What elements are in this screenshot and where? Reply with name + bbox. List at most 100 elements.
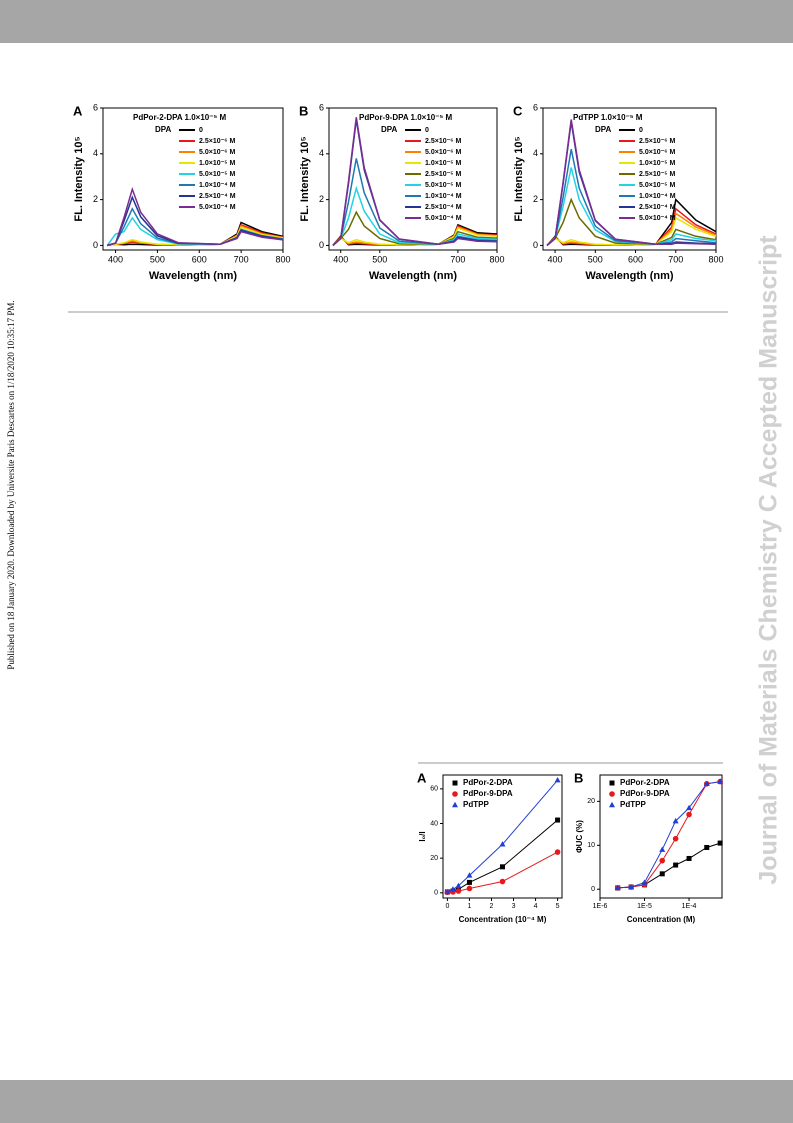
panel-label: B bbox=[574, 770, 583, 785]
legend-entry: PdPor-9-DPA bbox=[463, 789, 513, 798]
y-tick-label: 4 bbox=[319, 148, 324, 158]
side-note: Published on 18 January 2020. Downloaded… bbox=[6, 300, 16, 669]
point bbox=[659, 846, 666, 852]
legend-entry: 5.0×10⁻⁴ M bbox=[425, 215, 462, 222]
legend-marker bbox=[452, 801, 458, 808]
x-tick-label: 0 bbox=[445, 903, 449, 910]
legend-entry: PdTPP bbox=[620, 800, 646, 809]
point bbox=[717, 778, 724, 784]
spectrum-line bbox=[546, 216, 717, 246]
legend-marker bbox=[609, 791, 615, 797]
point bbox=[704, 844, 710, 850]
legend-entry: 2.5×10⁻⁵ M bbox=[639, 171, 676, 178]
point bbox=[686, 811, 692, 818]
point bbox=[641, 879, 648, 885]
y-tick-label: 20 bbox=[587, 798, 595, 805]
x-tick-label: 800 bbox=[489, 254, 504, 264]
legend-entry: 5.0×10⁻⁵ M bbox=[425, 182, 462, 189]
footer-bar bbox=[0, 1080, 793, 1123]
point bbox=[717, 840, 723, 846]
x-tick-label: 700 bbox=[450, 254, 465, 264]
legend-entry: 2.5×10⁻⁴ M bbox=[425, 204, 462, 211]
y-axis-label: FL. Intensity 10⁵ bbox=[73, 136, 85, 221]
x-axis-label: Concentration (M) bbox=[627, 915, 696, 924]
legend-marker bbox=[609, 801, 615, 808]
series-line bbox=[617, 781, 721, 889]
spectrum-line bbox=[332, 158, 498, 246]
legend-marker bbox=[452, 780, 458, 786]
x-tick-label: 600 bbox=[628, 254, 643, 264]
legend-entry: PdPor-9-DPA bbox=[620, 789, 670, 798]
x-axis-label: Wavelength (nm) bbox=[585, 270, 674, 282]
legend-entry: PdTPP bbox=[463, 800, 489, 809]
y-tick-label: 6 bbox=[319, 102, 324, 112]
x-tick-label: 500 bbox=[150, 254, 165, 264]
legend-title: PdTPP 1.0×10⁻⁵ M bbox=[573, 113, 643, 122]
point bbox=[466, 879, 472, 885]
point bbox=[554, 849, 561, 855]
legend-entry: 2.5×10⁻⁴ M bbox=[199, 193, 236, 200]
y-tick-label: 0 bbox=[434, 890, 438, 897]
x-tick-label: 400 bbox=[333, 254, 348, 264]
spectrum-line bbox=[107, 226, 284, 247]
panel-label: B bbox=[299, 103, 308, 118]
point bbox=[614, 884, 621, 891]
point bbox=[449, 886, 456, 892]
plot-frame bbox=[442, 774, 563, 899]
x-tick-label: 3 bbox=[512, 903, 516, 910]
legend-entry: 5.0×10⁻⁶ M bbox=[199, 149, 235, 156]
point bbox=[703, 780, 710, 786]
legend-entry: 1.0×10⁻⁴ M bbox=[425, 193, 462, 200]
x-tick-label: 500 bbox=[372, 254, 387, 264]
spectrum-line bbox=[546, 167, 717, 246]
y-tick-label: 4 bbox=[533, 148, 538, 158]
point bbox=[455, 882, 462, 889]
point bbox=[466, 872, 473, 878]
legend-entry: 0 bbox=[639, 127, 643, 134]
header-bar bbox=[0, 0, 793, 43]
legend-entry: 2.5×10⁻⁵ M bbox=[425, 171, 462, 178]
legend-marker bbox=[609, 780, 615, 786]
y-tick-label: 40 bbox=[430, 820, 438, 827]
point bbox=[554, 776, 561, 783]
x-axis-label: Concentration (10⁻⁴ M) bbox=[459, 915, 547, 924]
point bbox=[659, 871, 665, 877]
point bbox=[673, 862, 679, 868]
legend-entry: 5.0×10⁻⁴ M bbox=[199, 204, 236, 211]
x-tick-label: 1E-5 bbox=[637, 903, 652, 910]
plot-frame bbox=[328, 107, 498, 251]
spectrum-line bbox=[546, 149, 717, 246]
legend-entry: 5.0×10⁻⁴ M bbox=[639, 215, 676, 222]
spectrum-line bbox=[332, 227, 498, 246]
point bbox=[628, 883, 635, 890]
legend-marker bbox=[452, 791, 458, 797]
legend-entry: 1.0×10⁻⁵ M bbox=[639, 160, 676, 167]
legend-entry: 2.5×10⁻⁶ M bbox=[425, 138, 461, 145]
y-tick-label: 0 bbox=[319, 240, 324, 250]
spectrum-line bbox=[332, 117, 498, 246]
spectrum-line bbox=[332, 185, 498, 246]
x-axis-label: Wavelength (nm) bbox=[369, 270, 458, 282]
spectrum-line bbox=[546, 197, 717, 246]
point bbox=[686, 855, 692, 861]
spectrum-line bbox=[107, 195, 284, 247]
y-tick-label: 6 bbox=[93, 102, 98, 112]
legend-entry: PdPor-2-DPA bbox=[463, 778, 513, 787]
panel-label: C bbox=[513, 103, 523, 118]
legend-label: DPA bbox=[381, 125, 398, 134]
y-tick-label: 0 bbox=[533, 240, 538, 250]
x-tick-label: 800 bbox=[275, 254, 290, 264]
spectrum-line bbox=[107, 207, 284, 247]
x-tick-label: 500 bbox=[588, 254, 603, 264]
y-axis-label: FL. Intensity 10⁵ bbox=[299, 136, 311, 221]
point bbox=[672, 835, 679, 842]
x-tick-label: 400 bbox=[548, 254, 563, 264]
spectrum-line bbox=[332, 210, 498, 246]
point bbox=[672, 817, 679, 824]
point bbox=[555, 817, 561, 823]
y-tick-label: 4 bbox=[93, 148, 98, 158]
legend-entry: PdPor-2-DPA bbox=[620, 778, 670, 787]
legend-entry: 1.0×10⁻⁵ M bbox=[425, 160, 462, 167]
legend-entry: 5.0×10⁻⁶ M bbox=[425, 149, 461, 156]
legend-title: PdPor-9-DPA 1.0×10⁻⁵ M bbox=[359, 113, 452, 122]
